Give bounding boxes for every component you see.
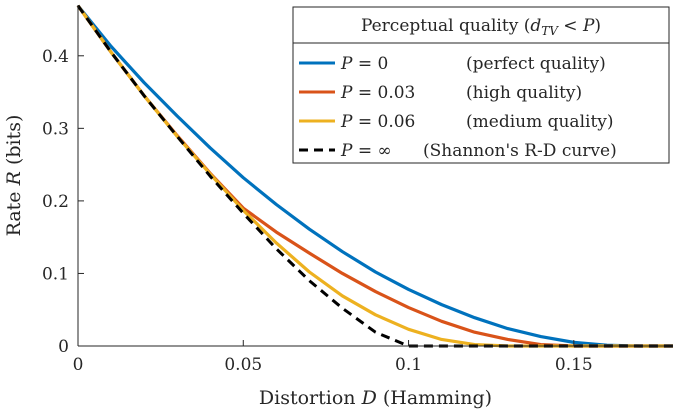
- y-axis-label: Rate R (bits): [3, 115, 25, 237]
- x-axis-label: Distortion D (Hamming): [259, 387, 492, 409]
- legend-entry-2: P = 0.06 (medium quality): [299, 112, 614, 132]
- x-tick-label: 0.05: [224, 355, 262, 375]
- legend-description: (medium quality): [466, 112, 614, 132]
- legend-description: (high quality): [466, 83, 582, 103]
- y-tick-label: 0.4: [42, 47, 69, 67]
- x-tick-label: 0: [73, 355, 84, 375]
- y-tick-label: 0.2: [42, 192, 69, 212]
- legend-title: Perceptual quality (dTV < P): [361, 16, 601, 38]
- legend-entry-3: P = ∞ (Shannon's R-D curve): [299, 141, 617, 161]
- x-tick-label: 0.1: [395, 355, 422, 375]
- y-tick-label: 0: [58, 337, 69, 357]
- legend-description: (Shannon's R-D curve): [423, 141, 617, 161]
- legend-entry-1: P = 0.03 (high quality): [299, 83, 582, 103]
- y-tick-label: 0.3: [42, 119, 69, 139]
- legend-description: (perfect quality): [466, 54, 606, 74]
- legend-label: P = 0.06: [340, 112, 415, 132]
- legend-label: P = 0.03: [340, 83, 415, 103]
- legend-label: P = ∞: [340, 141, 392, 161]
- series-line-3: [76, 4, 673, 348]
- y-tick-label: 0.1: [42, 264, 69, 284]
- legend-entry-0: P = 0 (perfect quality): [299, 54, 606, 74]
- x-tick-label: 0.15: [555, 355, 593, 375]
- ticks: 0 0.05 0.1 0.15 0 0.1 0.2 0.3 0.4: [42, 47, 593, 375]
- legend: Perceptual quality (dTV < P) P = 0 (perfe…: [292, 6, 670, 164]
- legend-entries: P = 0 (perfect quality) P = 0.03 (high qual…: [299, 54, 617, 161]
- legend-label: P = 0: [340, 54, 388, 74]
- legend-box: [292, 6, 670, 164]
